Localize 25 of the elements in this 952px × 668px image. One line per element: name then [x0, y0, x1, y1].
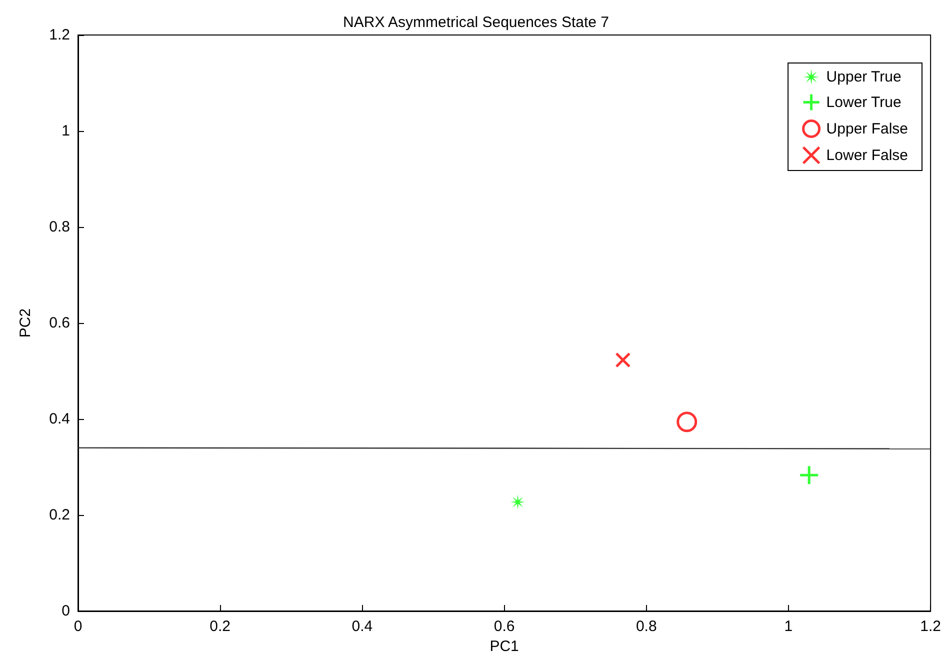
x-tick-label: 0.6 — [494, 618, 515, 635]
legend-label: Lower False — [826, 146, 908, 164]
y-tick-label: 0.8 — [49, 218, 70, 236]
point — [510, 494, 526, 510]
y-tick-label: 1 — [62, 122, 70, 140]
point — [615, 352, 631, 368]
legend-label: Upper False — [826, 120, 908, 138]
point — [676, 412, 698, 432]
y-axis-title: PC2 — [17, 308, 34, 338]
x-tick-label: 0.4 — [352, 618, 373, 635]
chart-title: NARX Asymmetrical Sequences State 7 — [343, 14, 609, 31]
y-tick-label: 0.2 — [49, 506, 70, 524]
x-tick-label: 0 — [74, 618, 82, 635]
y-tick-label: 0.6 — [49, 314, 70, 332]
legend-label: Upper True — [826, 68, 902, 86]
x-tick-label: 1.2 — [920, 618, 942, 635]
x-tick-label: 0.2 — [210, 618, 231, 635]
legend-label: Lower True — [826, 94, 902, 111]
x-tick-label: 0.8 — [636, 618, 657, 635]
x-axis-title: PC1 — [490, 638, 519, 655]
y-tick-label: 0.4 — [49, 410, 70, 428]
y-tick-label: 0 — [62, 602, 70, 620]
y-tick-label: 1.2 — [49, 26, 70, 44]
x-tick-label: 1 — [784, 618, 793, 635]
point — [798, 464, 820, 486]
